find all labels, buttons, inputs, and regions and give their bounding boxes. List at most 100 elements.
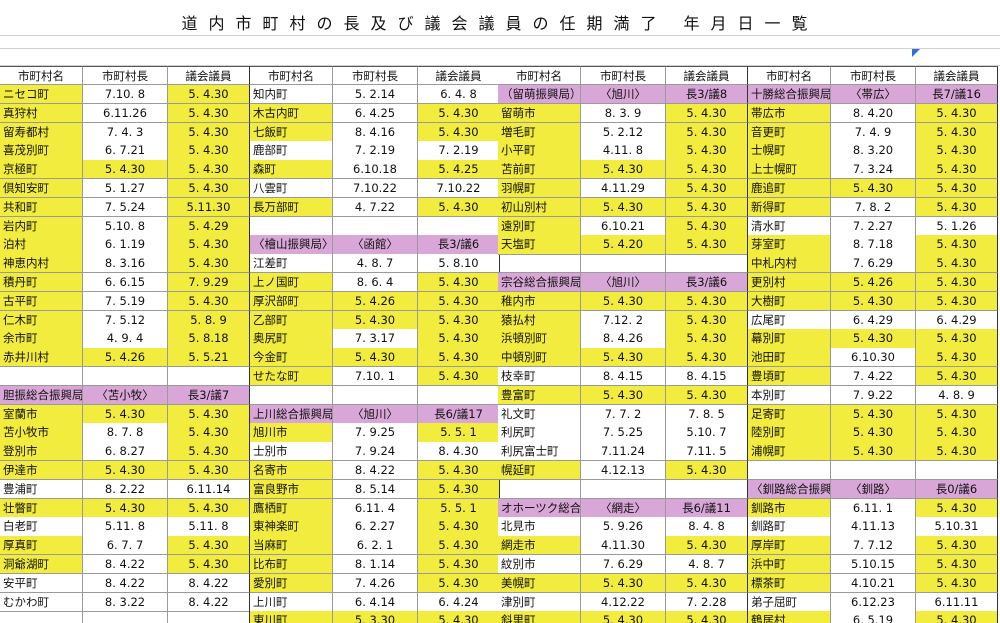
mayor-term-cell: 5. 4.30: [333, 348, 418, 368]
municipality-cell: 標茶町: [748, 573, 831, 594]
municipality-cell: （留萌振興局）: [498, 85, 581, 105]
municipality-cell: 礼文町: [498, 404, 581, 424]
municipality-cell: 安平町: [0, 573, 83, 594]
municipality-cell: 遠別町: [498, 216, 581, 236]
municipality-cell: 東川町: [250, 611, 333, 623]
mayor-term-cell: 5.10.15: [831, 555, 916, 575]
municipality-cell: 鹿部町: [250, 141, 333, 161]
council-term-cell: 5. 4.30: [666, 141, 748, 161]
empty-cell: [418, 385, 500, 406]
council-term-cell: 5. 4.30: [916, 329, 998, 349]
mayor-term-cell: 5. 4.30: [581, 197, 666, 218]
council-term-cell: 8. 4.15: [666, 367, 748, 387]
empty-cell: [0, 367, 83, 387]
mayor-term-cell: 8. 4.22: [83, 573, 168, 594]
council-term-cell: 長6/議17: [418, 404, 500, 424]
mayor-term-cell: 4. 9. 4: [83, 329, 168, 349]
municipality-cell: 音更町: [748, 122, 831, 142]
mayor-term-cell: 〈函館〉: [333, 235, 418, 255]
council-term-cell: 8. 4.22: [168, 592, 250, 612]
column-header: 議会議員: [168, 66, 250, 85]
mayor-term-cell: 5. 1.27: [83, 179, 168, 199]
council-term-cell: 5. 4.30: [666, 216, 748, 236]
municipality-cell: 利尻町: [498, 423, 581, 443]
column-header: 市町村名: [0, 66, 83, 85]
council-term-cell: 5. 5. 1: [418, 423, 500, 443]
municipality-cell: 釧路町: [748, 517, 831, 537]
mayor-term-cell: 6. 4.29: [831, 310, 916, 330]
council-term-cell: 5.11.30: [168, 197, 250, 218]
council-term-cell: 5. 4.30: [418, 367, 500, 387]
municipality-cell: 豊頃町: [748, 367, 831, 387]
municipality-cell: ニセコ町: [0, 85, 83, 105]
mayor-term-cell: 5. 4.30: [831, 291, 916, 312]
municipality-cell: 枝幸町: [498, 367, 581, 387]
municipality-cell: 胆振総合振興局: [0, 385, 83, 406]
council-term-cell: 5. 4.30: [916, 404, 998, 424]
council-term-cell: 5. 4.30: [666, 348, 748, 368]
council-term-cell: 5. 4.30: [916, 122, 998, 142]
municipality-cell: 宗谷総合振興局: [498, 273, 581, 293]
municipality-cell: 中頓別町: [498, 348, 581, 368]
council-term-cell: 5. 5. 1: [418, 498, 500, 518]
mayor-term-cell: 5.11. 8: [83, 517, 168, 537]
council-term-cell: 5. 4.30: [168, 122, 250, 142]
mayor-term-cell: 7. 2.27: [831, 216, 916, 236]
municipality-cell: 初山別村: [498, 197, 581, 218]
mayor-term-cell: 6.10.18: [333, 160, 418, 180]
mayor-term-cell: 6.10.30: [831, 348, 916, 368]
municipality-cell: 十勝総合振興局: [748, 85, 831, 105]
council-term-cell: 5. 4.30: [168, 404, 250, 424]
council-term-cell: 5. 4.30: [418, 611, 500, 623]
council-term-cell: 5.10. 7: [666, 423, 748, 443]
municipality-cell: 今金町: [250, 348, 333, 368]
council-term-cell: 5. 4.30: [168, 442, 250, 462]
mayor-term-cell: 5. 4.30: [831, 442, 916, 462]
municipality-cell: 浜頓別町: [498, 329, 581, 349]
council-term-cell: 5. 4.30: [168, 536, 250, 556]
council-term-cell: 5. 4.30: [168, 179, 250, 199]
municipality-cell: 更別村: [748, 273, 831, 293]
mayor-term-cell: 8. 3.16: [83, 254, 168, 274]
council-term-cell: 5. 4.30: [666, 573, 748, 594]
column-header: 市町村名: [498, 66, 581, 85]
municipality-cell: 長万部町: [250, 197, 333, 218]
municipality-cell: 斜里町: [498, 611, 581, 623]
mayor-term-cell: 7. 9.22: [831, 385, 916, 406]
council-term-cell: 5. 4.30: [916, 235, 998, 255]
mayor-term-cell: 7. 3.17: [333, 329, 418, 349]
municipality-cell: 富良野市: [250, 479, 333, 500]
mayor-term-cell: 7. 9.24: [333, 442, 418, 462]
mayor-term-cell: 5. 4.30: [581, 573, 666, 594]
council-term-cell: 5. 4.30: [168, 498, 250, 518]
mayor-term-cell: 5. 4.30: [831, 329, 916, 349]
municipality-cell: 壮瞥町: [0, 498, 83, 518]
municipality-cell: 比布町: [250, 555, 333, 575]
column-header: 市町村長: [581, 66, 666, 85]
municipality-cell: オホーツク総合振興局: [498, 498, 581, 518]
column-header: 議会議員: [418, 66, 500, 85]
municipality-cell: 八雲町: [250, 179, 333, 199]
municipality-cell: 北見市: [498, 517, 581, 537]
council-term-cell: 5. 4.30: [418, 197, 500, 218]
mayor-term-cell: 6. 2.27: [333, 517, 418, 537]
municipality-cell: 足寄町: [748, 404, 831, 424]
municipality-cell: 旭川市: [250, 423, 333, 443]
mayor-term-cell: 5. 9.26: [581, 517, 666, 537]
council-term-cell: 5. 4.30: [666, 235, 748, 255]
municipality-cell: 小平町: [498, 141, 581, 161]
mayor-term-cell: 8. 2.22: [83, 479, 168, 500]
municipality-cell: 余市町: [0, 329, 83, 349]
council-term-cell: 長0/議6: [916, 479, 998, 500]
municipality-cell: 留萌市: [498, 103, 581, 124]
council-term-cell: 長7/議16: [916, 85, 998, 105]
municipality-cell: 上ノ国町: [250, 273, 333, 293]
mayor-term-cell: 5. 4.30: [83, 160, 168, 180]
municipality-cell: 本別町: [748, 385, 831, 406]
row-line: [0, 65, 1000, 66]
municipality-cell: 鹿追町: [748, 179, 831, 199]
mayor-term-cell: 4.12.13: [581, 461, 666, 481]
mayor-term-cell: 4.11.13: [831, 517, 916, 537]
municipality-cell: 広尾町: [748, 310, 831, 330]
